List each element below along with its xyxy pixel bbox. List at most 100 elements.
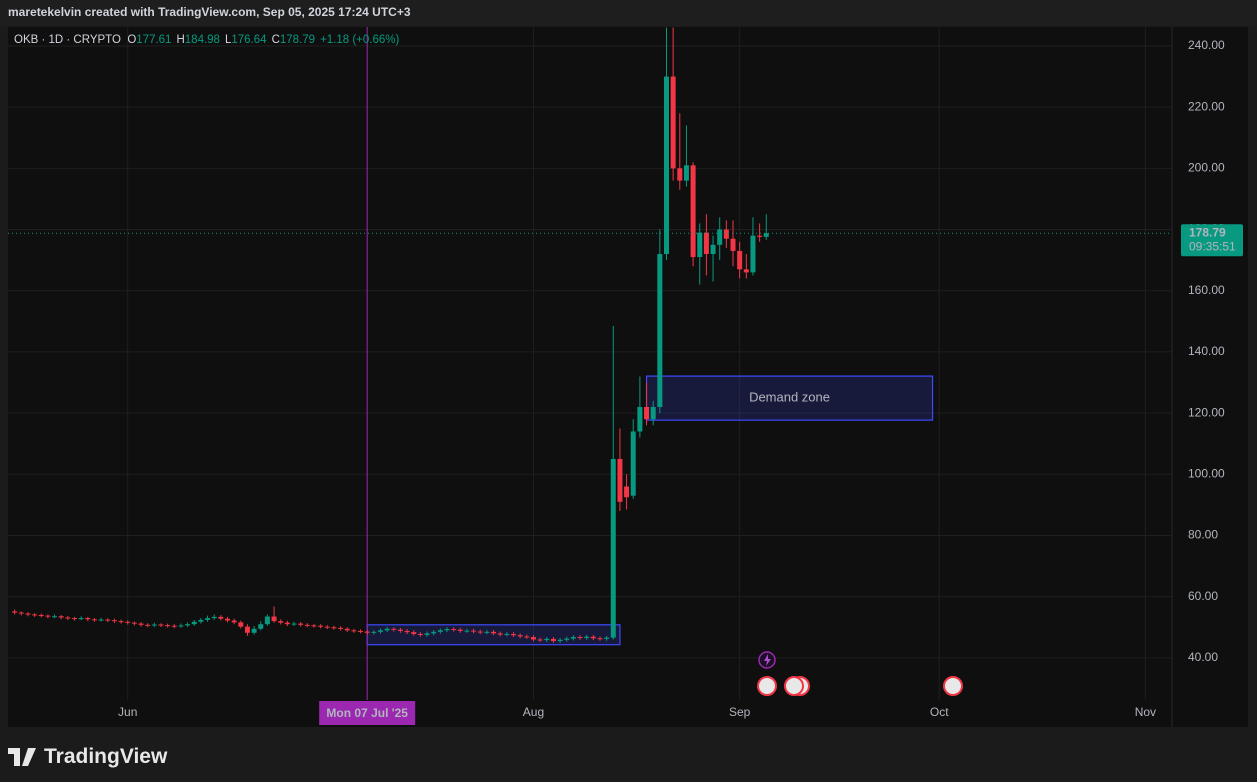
event-icon bbox=[757, 676, 777, 696]
candle-body bbox=[165, 625, 171, 627]
candle-body bbox=[444, 629, 450, 631]
candle-body bbox=[238, 622, 244, 627]
candle-body bbox=[690, 165, 696, 258]
candle-body bbox=[205, 618, 211, 620]
candle-body bbox=[145, 624, 151, 626]
legend-value: 177.61 bbox=[136, 34, 172, 46]
candle-body bbox=[624, 486, 630, 498]
candle-body bbox=[723, 229, 729, 239]
legend-label: O bbox=[127, 34, 137, 46]
legend-value: 178.79 bbox=[279, 34, 316, 46]
candle-body bbox=[763, 233, 769, 237]
candle-body bbox=[38, 615, 44, 617]
candle-body bbox=[338, 627, 344, 629]
candle-body bbox=[663, 76, 669, 255]
y-tick-label: 160.00 bbox=[1188, 283, 1225, 297]
legend-label: H bbox=[176, 34, 185, 46]
x-tick-label: Aug bbox=[523, 705, 544, 719]
candle-body bbox=[58, 616, 64, 618]
candle-body bbox=[530, 637, 536, 640]
candle-body bbox=[118, 621, 124, 623]
y-tick-label: 80.00 bbox=[1188, 528, 1218, 542]
candle-body bbox=[484, 631, 490, 633]
candle-body bbox=[171, 625, 177, 627]
zone-label: Demand zone bbox=[749, 390, 830, 405]
candle-body bbox=[730, 238, 736, 251]
candle-body bbox=[264, 616, 270, 625]
candle-body bbox=[72, 618, 78, 620]
candle-body bbox=[125, 621, 131, 623]
candle-body bbox=[511, 633, 517, 636]
candle-body bbox=[351, 630, 357, 632]
candle-body bbox=[91, 619, 97, 621]
candle-body bbox=[737, 250, 743, 270]
candle-body bbox=[604, 637, 610, 639]
candle-body bbox=[358, 630, 364, 632]
candle-body bbox=[384, 628, 390, 631]
candle-body bbox=[537, 639, 543, 641]
candle-body bbox=[284, 622, 290, 625]
candle-body bbox=[650, 406, 656, 420]
candle-body bbox=[750, 235, 756, 273]
candle-body bbox=[191, 621, 197, 625]
candle-body bbox=[431, 631, 437, 634]
crosshair-label-box bbox=[319, 701, 416, 725]
candle-body bbox=[411, 632, 417, 634]
candle-body bbox=[291, 623, 297, 625]
candle-body bbox=[391, 628, 397, 630]
candle-body bbox=[577, 637, 583, 639]
event-icon bbox=[943, 676, 963, 696]
candle-body bbox=[231, 620, 237, 623]
candle-body bbox=[151, 624, 157, 626]
candle-body bbox=[298, 623, 304, 625]
candle-body bbox=[451, 629, 457, 631]
candle-body bbox=[630, 431, 636, 496]
candle-body bbox=[497, 633, 503, 635]
legend-label: L bbox=[224, 34, 232, 46]
candle-body bbox=[557, 639, 563, 642]
candle-body bbox=[198, 619, 204, 622]
candle-body bbox=[550, 638, 556, 642]
last-price-box bbox=[1181, 224, 1243, 257]
candle-body bbox=[344, 628, 350, 631]
candle-body bbox=[377, 630, 383, 632]
candle-body bbox=[12, 611, 18, 613]
candle-body bbox=[32, 614, 38, 616]
candle-body bbox=[697, 232, 703, 258]
candle-body bbox=[244, 626, 250, 633]
y-tick-label: 60.00 bbox=[1188, 589, 1218, 603]
candle-body bbox=[311, 625, 317, 627]
symbol: OKB · 1D · CRYPTO bbox=[14, 34, 121, 46]
event-icon bbox=[764, 654, 771, 666]
candle-body bbox=[570, 637, 576, 639]
header-text: maretekelvin created with TradingView.co… bbox=[8, 5, 411, 19]
y-tick-label: 240.00 bbox=[1188, 38, 1225, 52]
candle-body bbox=[417, 633, 423, 635]
candle-body bbox=[590, 636, 596, 639]
candle-body bbox=[670, 76, 676, 169]
candle-body bbox=[504, 633, 510, 635]
candle-body bbox=[371, 631, 377, 633]
candle-body bbox=[158, 624, 164, 626]
legend-label: C bbox=[271, 34, 280, 46]
candle-body bbox=[218, 616, 224, 619]
y-tick-label: 120.00 bbox=[1188, 405, 1225, 419]
candle-body bbox=[178, 625, 184, 627]
candle-body bbox=[584, 636, 590, 638]
x-tick-label: Oct bbox=[930, 705, 949, 719]
countdown: 09:35:51 bbox=[1189, 239, 1236, 253]
legend-change: +1.18 (+0.66%) bbox=[320, 34, 400, 46]
candle-body bbox=[617, 458, 623, 502]
candle-body bbox=[703, 232, 709, 255]
brand-logo bbox=[8, 748, 36, 766]
candle-body bbox=[45, 615, 51, 617]
candle-body bbox=[644, 406, 650, 420]
candle-body bbox=[138, 623, 144, 625]
candle-body bbox=[52, 616, 58, 618]
candle-body bbox=[65, 617, 71, 619]
candle-body bbox=[85, 618, 91, 620]
candle-body bbox=[677, 168, 683, 181]
event-icons bbox=[757, 651, 963, 696]
